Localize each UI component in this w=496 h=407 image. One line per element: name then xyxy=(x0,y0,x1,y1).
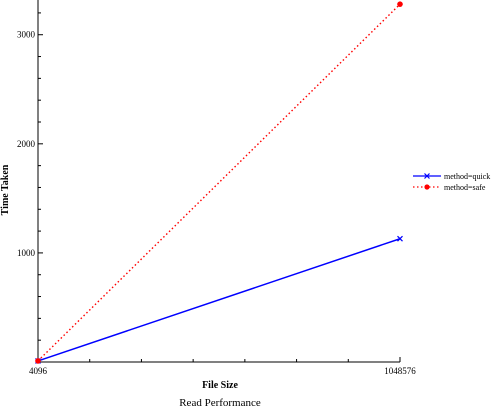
chart-title: Read Performance xyxy=(179,397,261,407)
series-point-method=quick xyxy=(397,235,403,242)
x-tick-label-4096: 4096 xyxy=(29,366,48,376)
x-tick-label-1048576: 1048576 xyxy=(384,366,416,376)
x-axis-title: File Size xyxy=(202,380,238,391)
y-axis-title: Time Taken xyxy=(0,164,11,215)
legend-item-method=quick: method=quick xyxy=(413,172,490,181)
y-tick-label-3000: 3000 xyxy=(17,30,36,40)
series-line-method=quick xyxy=(37,238,401,362)
plot-area xyxy=(35,1,403,364)
axis-ticks: 1000 2000 3000 4096 1048576 xyxy=(17,12,416,376)
y-tick-label-1000: 1000 xyxy=(17,248,36,258)
series-line-method=safe xyxy=(37,3,401,362)
legend-item-method=safe: method=safe xyxy=(413,183,486,192)
legend-label: method=quick xyxy=(444,172,490,181)
axes xyxy=(37,0,400,363)
y-tick-label-2000: 2000 xyxy=(17,139,36,149)
series-point-method=safe xyxy=(397,1,403,7)
series-point-method=safe xyxy=(35,358,41,364)
legend: method=quick method=safe xyxy=(413,172,490,192)
legend-label: method=safe xyxy=(444,183,486,192)
